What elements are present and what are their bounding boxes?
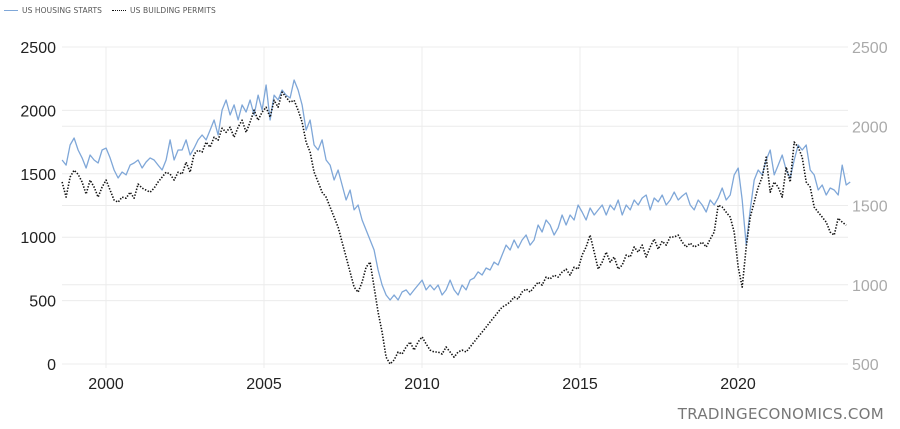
right-y-axis: 500 1000 1500 2000 2500 [852,40,888,374]
legend-item-building-permits[interactable]: US BUILDING PERMITS [112,6,216,15]
x-axis: 2000 2005 2010 2015 2020 [88,376,756,393]
y-tick-label-left: 0 [47,357,56,374]
y-tick-label-right: 500 [852,357,879,374]
legend-item-housing-starts[interactable]: US HOUSING STARTS [4,6,102,15]
building-permits-line [61,91,847,365]
gridlines [62,46,848,368]
x-tick-label: 2010 [404,376,440,393]
y-tick-label-left: 500 [29,294,56,311]
solid-line-swatch-icon [4,10,18,11]
x-tick-label: 2005 [246,376,282,393]
y-tick-label-right: 1000 [852,278,888,295]
left-y-axis: 0 500 1000 1500 2000 2500 [20,40,56,374]
source-watermark[interactable]: TRADINGECONOMICS.COM [677,405,884,423]
dotted-line-swatch-icon [112,10,127,11]
chart-legend: US HOUSING STARTS US BUILDING PERMITS [4,6,226,15]
y-tick-label-right: 1500 [852,199,888,216]
y-tick-label-left: 2500 [20,40,56,57]
y-tick-label-left: 2000 [20,103,56,120]
x-tick-label: 2020 [720,376,756,393]
y-tick-label-left: 1500 [20,167,56,184]
legend-label: US BUILDING PERMITS [130,6,216,15]
x-tick-label: 2015 [562,376,598,393]
legend-label: US HOUSING STARTS [22,6,103,15]
y-tick-label-right: 2500 [852,40,888,57]
y-tick-label-right: 2000 [852,119,888,136]
housing-starts-line [61,79,851,301]
x-tick-label: 2000 [88,376,124,393]
y-tick-label-left: 1000 [20,230,56,247]
